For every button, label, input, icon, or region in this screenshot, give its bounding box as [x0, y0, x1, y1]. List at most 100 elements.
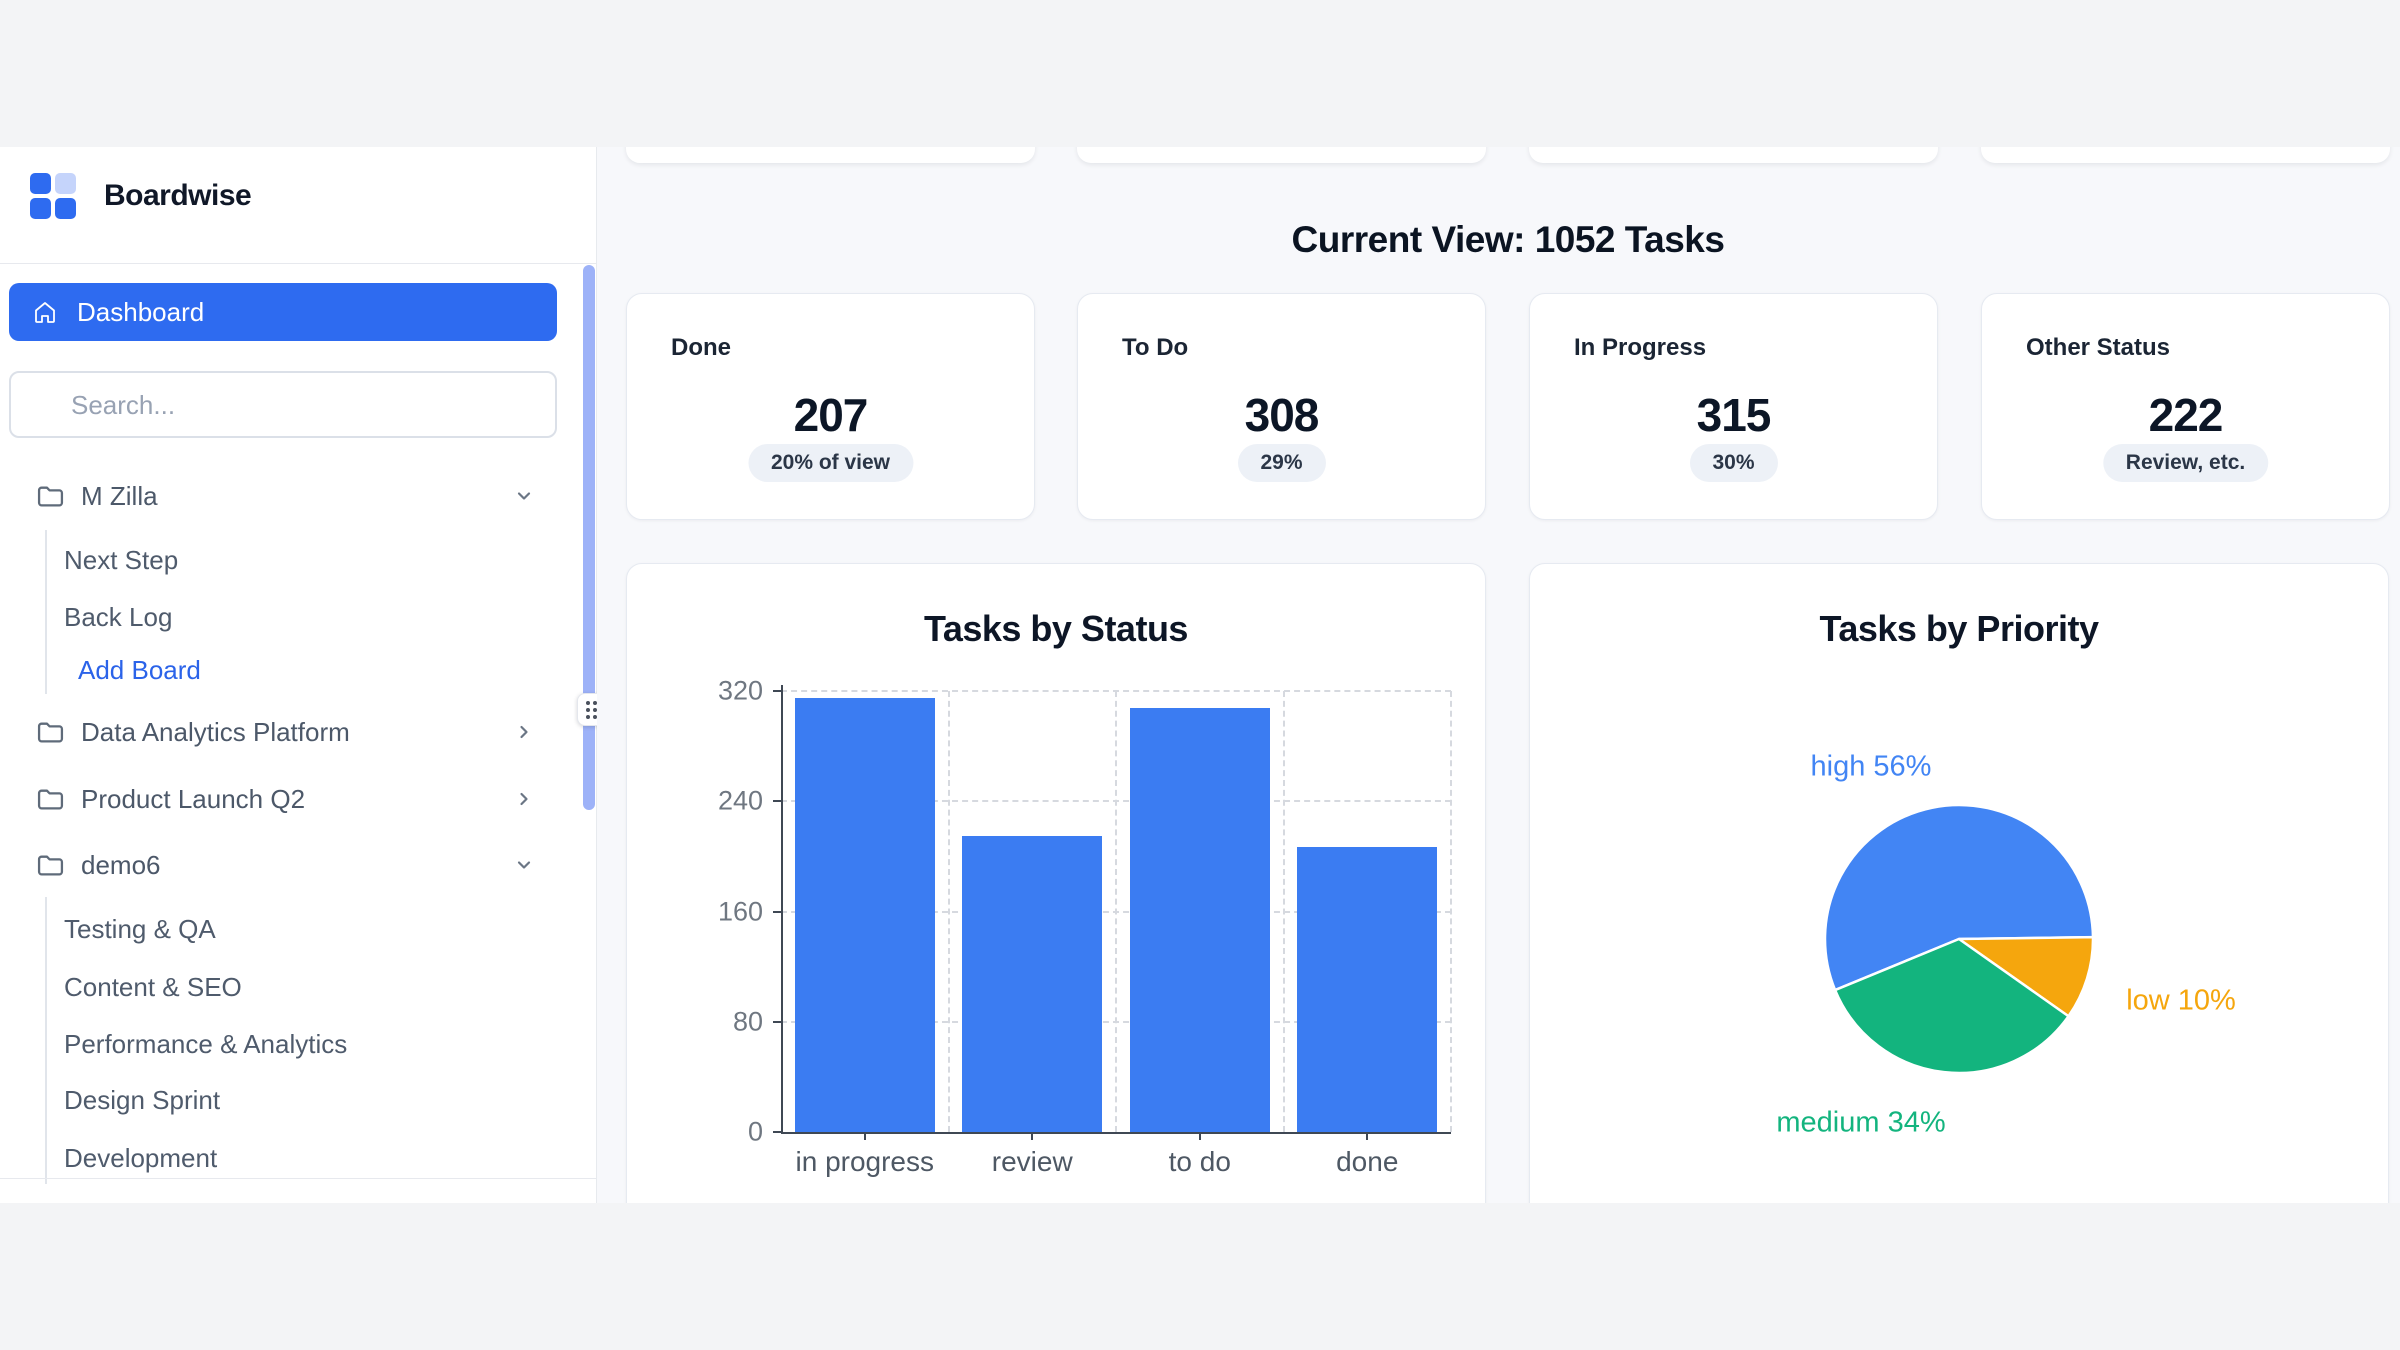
stat-value: 222	[2148, 389, 2224, 441]
subitem-label: Design Sprint	[64, 1084, 221, 1115]
subitem-label: Back Log	[64, 601, 173, 632]
grip-dots-icon	[586, 700, 597, 719]
sidebar-subitem-content-seo[interactable]: Content & SEO	[64, 964, 524, 1010]
bar-done	[1297, 847, 1438, 1132]
sidebar-bottom-divider	[0, 1178, 596, 1179]
subitem-label: Development	[64, 1142, 218, 1173]
stat-label: Other Status	[2026, 334, 2171, 361]
folder-icon	[37, 486, 64, 507]
sidebar-search	[9, 371, 557, 438]
home-icon	[35, 302, 55, 323]
stat-card-to-do: To Do 308 29%	[1077, 293, 1486, 520]
chart-title: Tasks by Status	[924, 608, 1188, 649]
add-board-label: Add Board	[78, 654, 201, 685]
subitem-label: Next Step	[64, 544, 179, 575]
y-axis-tick-label: 0	[747, 1116, 763, 1147]
sidebar-subitem-next-step[interactable]: Next Step	[64, 537, 524, 583]
sidebar-subitem-back-log[interactable]: Back Log	[64, 594, 524, 640]
stat-card-done: Done 207 20% of view	[626, 293, 1035, 520]
tree-branch-line	[45, 897, 47, 1184]
y-axis-tick-label: 160	[717, 896, 763, 926]
tree-branch-line	[45, 530, 47, 694]
x-axis-category-label: in progress	[795, 1146, 935, 1177]
tasks-by-priority-chart-card: Tasks by Priority high 56% low 10% medium …	[1529, 563, 2389, 1203]
stat-badge: 20% of view	[747, 444, 914, 482]
app-title: Boardwise	[104, 179, 252, 212]
tasks-by-status-chart-card: Tasks by Status 0 80 160 240 320 in progress r…	[626, 563, 1486, 1203]
logo-square	[55, 198, 76, 219]
pie-slice-high	[1823, 803, 2095, 992]
x-axis-category-label: done	[1336, 1146, 1399, 1177]
bar-in-progress	[794, 698, 935, 1132]
bar-chart: 0 80 160 240 320 in progress review to do done	[627, 564, 1485, 1203]
stat-label: To Do	[1122, 334, 1189, 361]
sidebar-divider	[0, 263, 596, 264]
sidebar-item-product-launch-q2[interactable]: Product Launch Q2	[9, 773, 557, 825]
x-axis-category-label: to do	[1168, 1146, 1231, 1177]
stat-badge: Review, etc.	[2102, 444, 2269, 482]
pie-slice-label-medium: medium 34%	[1776, 1106, 1946, 1139]
subitem-label: Testing & QA	[64, 913, 216, 944]
sidebar-subitem-testing-qa[interactable]: Testing & QA	[64, 906, 524, 952]
y-axis-tick-label: 80	[732, 1006, 763, 1037]
stat-value: 308	[1244, 389, 1320, 441]
pie-slice-medium	[1833, 937, 2070, 1075]
main-content: Current View: 1052 Tasks Done 207 20% of…	[597, 147, 2400, 1203]
boardwise-logo-icon	[30, 173, 76, 219]
stat-value: 315	[1696, 389, 1772, 441]
bar-to-do	[1129, 708, 1270, 1132]
logo-square	[55, 173, 76, 194]
stat-badge: 29%	[1237, 444, 1326, 482]
sidebar-scrollbar[interactable]	[583, 265, 595, 810]
sidebar-subitem-development[interactable]: Development	[64, 1135, 524, 1181]
clipped-card	[1981, 147, 2390, 163]
clipped-card	[626, 147, 1035, 163]
chevron-right-icon[interactable]	[515, 790, 533, 808]
pie-slice-label-low: low 10%	[2126, 984, 2236, 1017]
pie-slice-label-high: high 56%	[1810, 750, 1932, 783]
folder-icon	[37, 789, 64, 810]
stat-card-in-progress: In Progress 315 30%	[1529, 293, 1938, 520]
y-axis-tick-label: 240	[717, 785, 763, 816]
search-input[interactable]	[69, 373, 543, 438]
stat-badge: 30%	[1689, 444, 1778, 482]
pie-chart: high 56% low 10% medium 34%	[1530, 564, 2388, 1203]
chevron-down-icon[interactable]	[515, 487, 533, 505]
folder-icon	[37, 722, 64, 743]
x-axis-category-label: review	[991, 1146, 1073, 1177]
dashboard-label: Dashboard	[77, 296, 205, 327]
stat-value: 207	[793, 389, 869, 441]
sidebar-item-demo6[interactable]: demo6	[9, 839, 557, 891]
sidebar-item-label: demo6	[81, 849, 161, 880]
sidebar: Boardwise Dashboard M Zilla	[0, 147, 597, 1203]
pie-graphic	[1823, 803, 2095, 1075]
sidebar-item-label: Product Launch Q2	[81, 783, 306, 814]
chevron-down-icon[interactable]	[515, 856, 533, 874]
sidebar-item-label: Data Analytics Platform	[81, 716, 350, 747]
bar-review	[962, 836, 1103, 1132]
folder-icon	[37, 855, 64, 876]
stat-label: Done	[671, 334, 731, 361]
y-axis-tick-label: 320	[717, 675, 763, 706]
page-title: Current View: 1052 Tasks	[1291, 219, 1725, 260]
clipped-card	[1529, 147, 1938, 163]
chart-title: Tasks by Priority	[1819, 608, 2099, 649]
app-window: Boardwise Dashboard M Zilla	[0, 147, 2400, 1203]
stat-card-other-status: Other Status 222 Review, etc.	[1981, 293, 2390, 520]
subitem-label: Performance & Analytics	[64, 1028, 348, 1059]
clipped-card	[1077, 147, 1486, 163]
add-board-button[interactable]: Add Board	[64, 647, 524, 693]
sidebar-item-data-analytics-platform[interactable]: Data Analytics Platform	[9, 706, 557, 758]
sidebar-item-m-zilla[interactable]: M Zilla	[9, 470, 557, 522]
pie-slice-low	[1957, 935, 2095, 1018]
logo-square	[30, 198, 51, 219]
sidebar-subitem-design-sprint[interactable]: Design Sprint	[64, 1077, 524, 1123]
dashboard-button[interactable]: Dashboard	[9, 283, 557, 341]
chevron-right-icon[interactable]	[515, 723, 533, 741]
sidebar-item-label: M Zilla	[81, 480, 158, 511]
subitem-label: Content & SEO	[64, 971, 242, 1002]
sidebar-subitem-performance-analytics[interactable]: Performance & Analytics	[64, 1021, 524, 1067]
stat-label: In Progress	[1574, 334, 1707, 361]
logo-square	[30, 173, 51, 194]
